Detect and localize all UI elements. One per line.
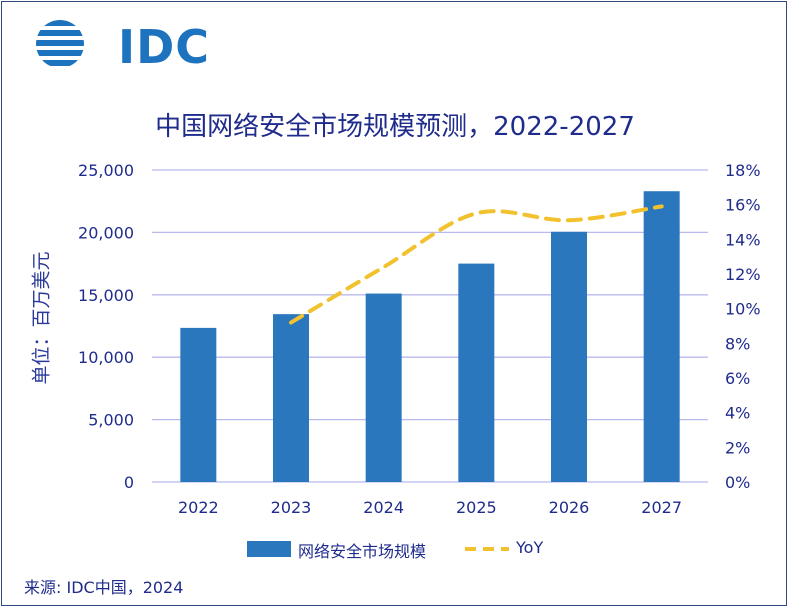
bar xyxy=(180,327,217,482)
y2-tick-label: 2% xyxy=(725,438,750,457)
x-tick-label: 2022 xyxy=(178,498,219,517)
y-tick-label: 5,000 xyxy=(88,411,134,430)
y2-tick-label: 8% xyxy=(725,334,750,353)
x-tick-label: 2024 xyxy=(363,498,404,517)
bar xyxy=(365,293,402,482)
source-note: 来源: IDC中国，2024 xyxy=(24,578,184,597)
y2-tick-label: 6% xyxy=(725,369,750,388)
legend-line-label: YoY xyxy=(516,538,544,557)
x-tick-label: 2025 xyxy=(456,498,497,517)
legend-bar-swatch xyxy=(247,541,291,557)
logo-text: IDC xyxy=(118,20,211,74)
y-tick-label: 25,000 xyxy=(78,161,134,180)
y-tick-label: 0 xyxy=(124,473,134,492)
y2-tick-label: 18% xyxy=(725,161,761,180)
y-tick-label: 10,000 xyxy=(78,348,134,367)
bar xyxy=(643,191,680,482)
x-tick-label: 2023 xyxy=(271,498,312,517)
legend-line-swatch xyxy=(465,547,509,551)
yoy-line xyxy=(289,204,664,325)
y2-tick-label: 10% xyxy=(725,300,761,319)
y2-tick-label: 0% xyxy=(725,473,750,492)
globe-icon xyxy=(36,20,84,66)
y2-tick-label: 14% xyxy=(725,230,761,249)
legend-bar-label: 网络安全市场规模 xyxy=(298,542,427,561)
legend: 网络安全市场规模 YoY xyxy=(0,537,790,561)
y-tick-label: 15,000 xyxy=(78,286,134,305)
x-tick-label: 2027 xyxy=(641,498,682,517)
y2-tick-label: 16% xyxy=(725,196,761,215)
idc-logo: IDC xyxy=(30,14,209,74)
bar xyxy=(273,314,309,482)
y2-tick-label: 4% xyxy=(725,404,750,423)
bar xyxy=(458,263,495,482)
y-tick-label: 20,000 xyxy=(78,223,134,242)
x-tick-label: 2026 xyxy=(549,498,590,517)
bar xyxy=(551,231,587,482)
chart-title: 中国网络安全市场规模预测，2022-2027 xyxy=(155,112,635,142)
y2-tick-label: 12% xyxy=(725,265,761,284)
